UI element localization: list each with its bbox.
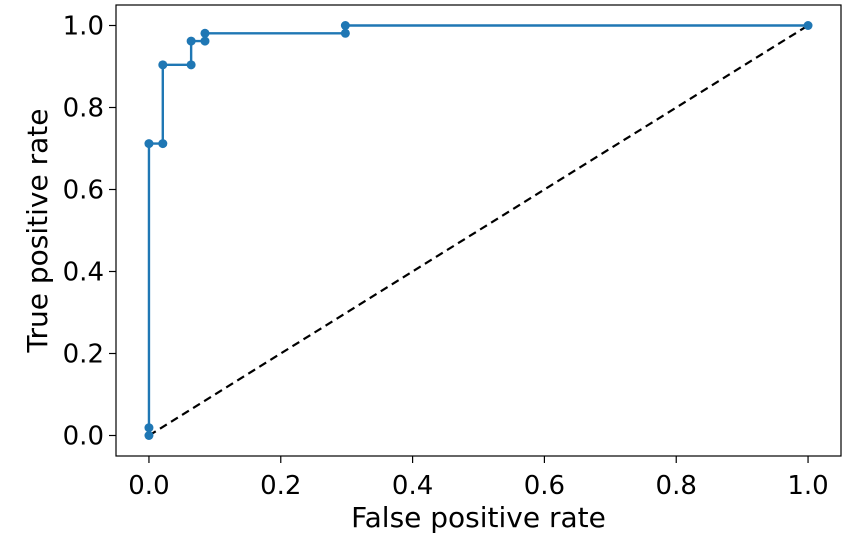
x-tick-label: 0.8 — [656, 471, 697, 501]
x-axis: 0.0 0.2 0.4 0.6 0.8 1.0 — [128, 456, 829, 501]
y-tick-label: 0.2 — [63, 340, 104, 370]
roc-point — [340, 21, 350, 30]
plot-frame — [115, 4, 842, 457]
y-axis-label: True positive rate — [21, 109, 54, 354]
roc-point — [200, 36, 210, 46]
y-tick-label: 0.6 — [63, 176, 104, 206]
y-tick-label: 0.8 — [63, 94, 104, 124]
roc-point — [144, 431, 154, 440]
y-tick-label: 1.0 — [63, 12, 104, 42]
roc-point — [158, 60, 168, 70]
roc-point — [340, 28, 350, 38]
chance-diagonal-line — [148, 24, 809, 437]
x-axis-label: False positive rate — [351, 501, 606, 534]
roc-curve-line — [147, 24, 809, 436]
x-tick-label: 0.2 — [260, 471, 301, 501]
x-tick-label: 0.6 — [524, 471, 565, 501]
roc-point — [186, 60, 196, 70]
y-axis: 0.0 0.2 0.4 0.6 0.8 1.0 — [63, 12, 116, 452]
roc-point — [200, 28, 210, 38]
y-tick-label: 0.0 — [63, 422, 104, 452]
roc-point — [803, 21, 813, 30]
roc-point — [144, 139, 154, 149]
x-tick-label: 1.0 — [787, 471, 828, 501]
roc-point — [144, 423, 154, 433]
roc-point — [186, 36, 196, 46]
x-tick-label: 0.4 — [392, 471, 433, 501]
roc-point — [158, 139, 168, 149]
plot-area — [144, 21, 813, 440]
y-tick-label: 0.4 — [63, 258, 104, 288]
x-tick-label: 0.0 — [128, 471, 169, 501]
